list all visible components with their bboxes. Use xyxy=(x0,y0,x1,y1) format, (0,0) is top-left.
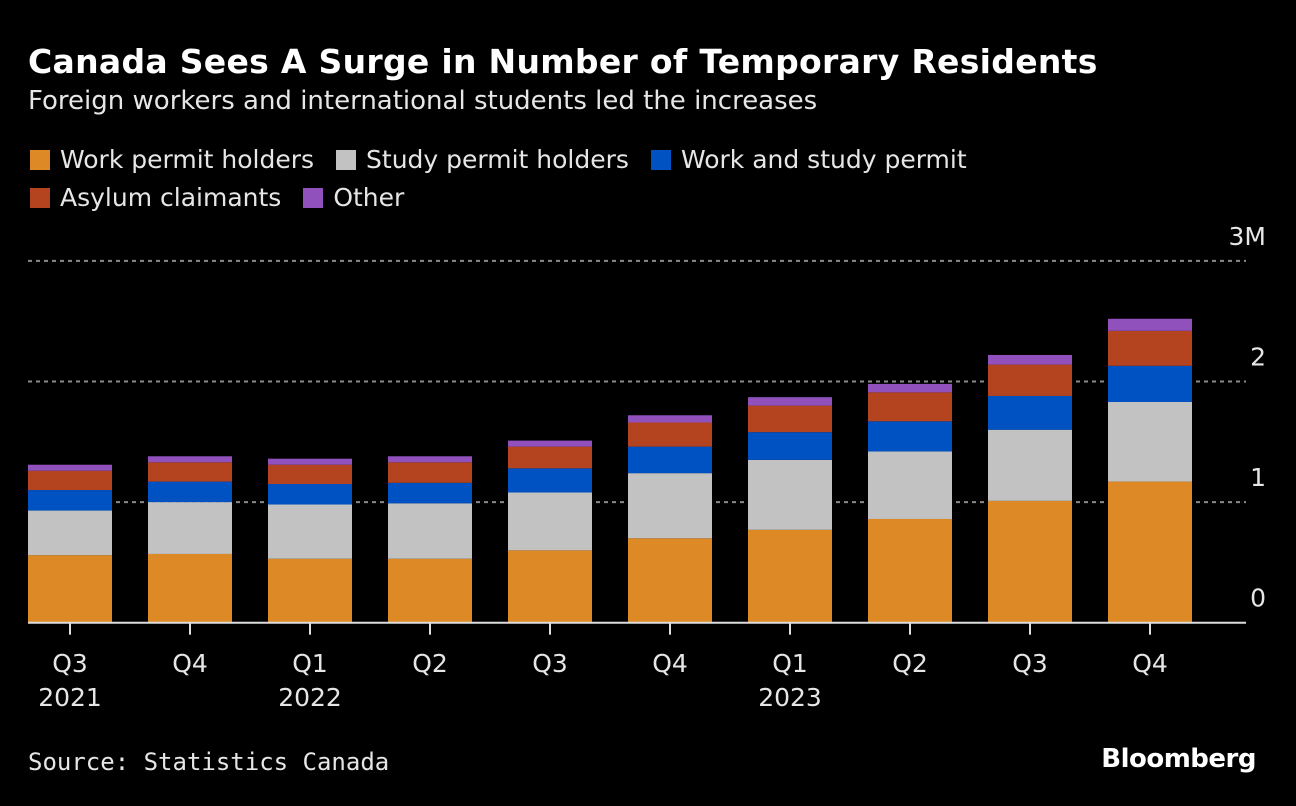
bar-segment xyxy=(1108,318,1192,331)
bar-segment xyxy=(508,468,592,493)
x-tick-label: Q3 xyxy=(532,649,568,678)
legend-item: Study permit holders xyxy=(336,142,629,178)
bar-segment xyxy=(1108,402,1192,482)
bar-segment xyxy=(28,470,112,491)
legend-label: Work and study permit xyxy=(680,145,967,174)
bar-segment xyxy=(748,529,832,623)
bar-segment xyxy=(28,555,112,623)
bar-segment xyxy=(268,558,352,623)
legend: Work permit holders Study permit holders W… xyxy=(30,142,1130,218)
x-tick-label: Q4 xyxy=(1132,649,1168,678)
chart-title: Canada Sees A Surge in Number of Tempora… xyxy=(28,42,1098,81)
legend-item: Other xyxy=(303,180,404,216)
bar-segment xyxy=(388,558,472,623)
bar-segment xyxy=(1108,481,1192,623)
bar-segment xyxy=(628,415,712,423)
y-tick-label: 1 xyxy=(1250,463,1266,492)
x-tick-label: Q4 xyxy=(652,649,688,678)
x-tick-year-label: 2021 xyxy=(38,683,102,712)
bar-segment xyxy=(868,451,952,519)
x-tick-label: Q2 xyxy=(892,649,928,678)
bar-segment xyxy=(268,484,352,505)
bar-segment xyxy=(148,481,232,503)
bar-segment xyxy=(628,473,712,539)
bar-segment xyxy=(628,538,712,623)
bar-segment xyxy=(388,462,472,483)
bar-segment xyxy=(748,397,832,406)
bar-segment xyxy=(28,464,112,471)
legend-swatch xyxy=(336,150,357,170)
y-tick-label: 0 xyxy=(1250,584,1266,613)
x-tick-label: Q1 xyxy=(772,649,808,678)
chart-subtitle: Foreign workers and international studen… xyxy=(28,86,818,116)
bar-segment xyxy=(268,458,352,465)
bar-segment xyxy=(388,482,472,504)
bar-segment xyxy=(868,392,952,422)
bar-segment xyxy=(388,503,472,559)
bar-segment xyxy=(268,464,352,485)
legend-swatch xyxy=(303,188,324,208)
x-tick-label: Q3 xyxy=(1012,649,1048,678)
x-tick-label: Q1 xyxy=(292,649,328,678)
bar-segment xyxy=(268,504,352,559)
bar-segment xyxy=(1108,365,1192,403)
bar-segment xyxy=(148,456,232,463)
bar-segment xyxy=(508,492,592,551)
bar-segment xyxy=(748,405,832,433)
source-note: Source: Statistics Canada xyxy=(28,748,390,776)
bar-segment xyxy=(148,553,232,623)
bar-segment xyxy=(988,395,1072,430)
x-tick-label: Q2 xyxy=(412,649,448,678)
legend-label: Other xyxy=(333,183,405,212)
legend-swatch xyxy=(650,150,671,170)
bar-segment xyxy=(988,429,1072,501)
bar-segment xyxy=(628,422,712,447)
bar-segment xyxy=(28,510,112,556)
bar-segment xyxy=(508,550,592,623)
x-tick-year-label: 2023 xyxy=(758,683,822,712)
y-tick-label: 3M xyxy=(1229,222,1266,251)
bar-segment xyxy=(628,446,712,474)
x-tick-year-label: 2022 xyxy=(278,683,342,712)
bar-segment xyxy=(988,500,1072,623)
legend-swatch xyxy=(30,188,50,208)
bar-segment xyxy=(148,502,232,554)
legend-label: Study permit holders xyxy=(366,145,629,174)
bar-segment xyxy=(508,440,592,447)
bar-segment xyxy=(868,518,952,623)
bar-segment xyxy=(388,456,472,463)
bar-segment xyxy=(1108,330,1192,366)
bar-segment xyxy=(988,354,1072,365)
legend-item: Asylum claimants xyxy=(30,180,281,216)
x-tick-label: Q4 xyxy=(172,649,208,678)
bar-segment xyxy=(748,432,832,460)
bar-segment xyxy=(508,446,592,469)
bar-segment xyxy=(748,459,832,530)
legend-item: Work permit holders xyxy=(30,142,314,178)
legend-label: Work permit holders xyxy=(60,145,315,174)
bar-segment xyxy=(988,364,1072,396)
legend-swatch xyxy=(30,150,50,170)
legend-item: Work and study permit xyxy=(650,142,967,178)
bar-segment xyxy=(148,462,232,482)
x-tick-label: Q3 xyxy=(52,649,88,678)
legend-label: Asylum claimants xyxy=(60,183,282,212)
bloomberg-logo: Bloomberg xyxy=(1101,744,1256,774)
bar-segment xyxy=(868,421,952,452)
y-tick-label: 2 xyxy=(1250,343,1266,372)
bar-segment xyxy=(868,383,952,393)
bar-segment xyxy=(28,490,112,511)
